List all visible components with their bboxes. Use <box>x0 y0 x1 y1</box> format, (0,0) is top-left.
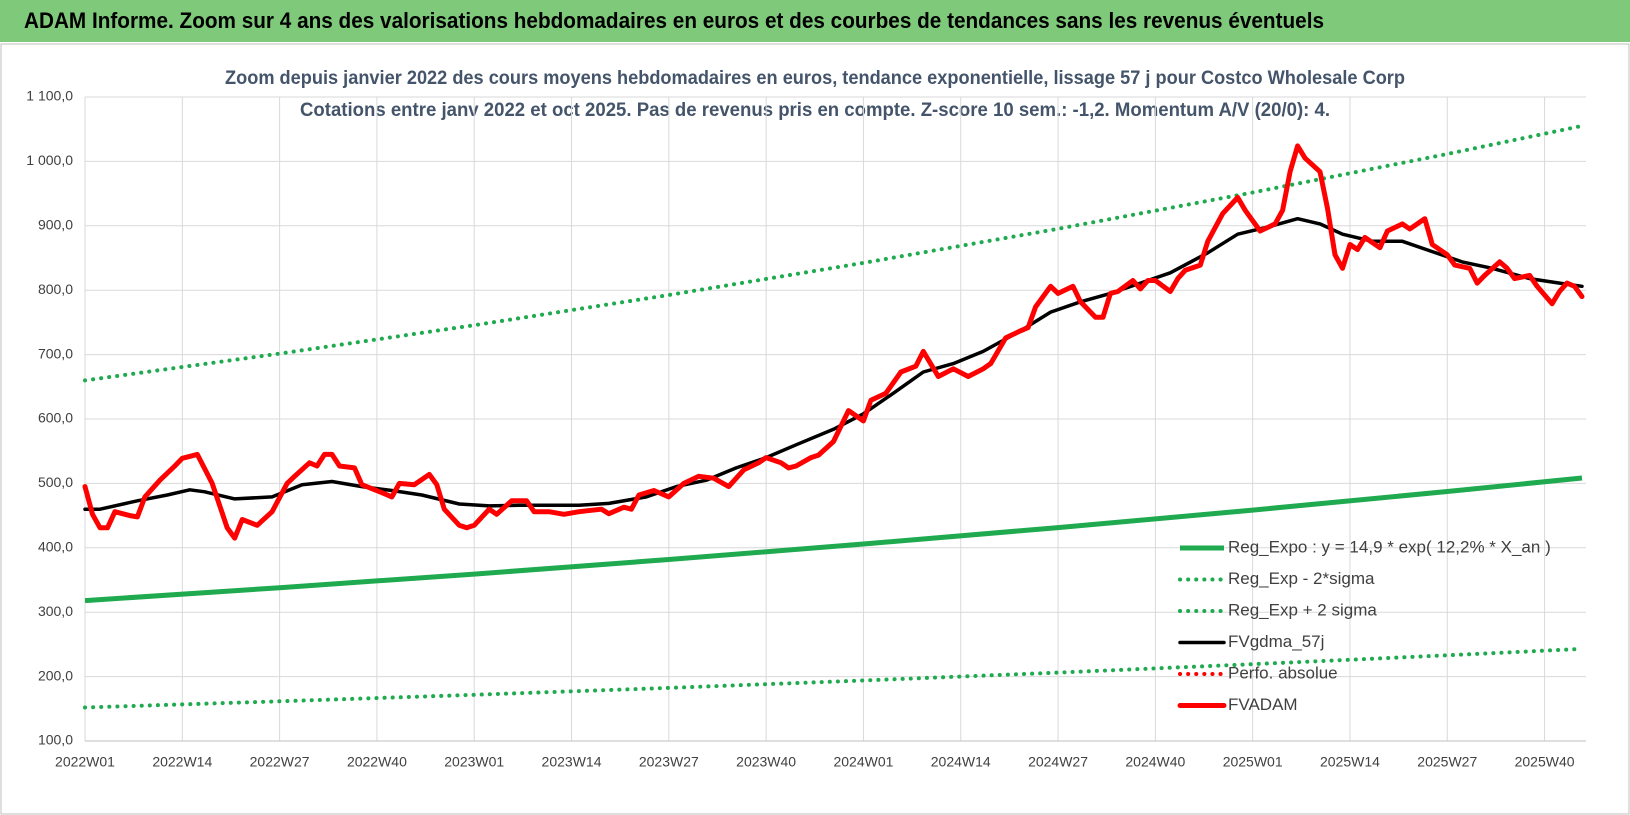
x-tick-label: 2024W01 <box>833 754 893 770</box>
legend-label: Reg_Exp + 2 sigma <box>1228 600 1377 619</box>
header-bar <box>0 0 1630 42</box>
chart-border <box>0 43 1630 815</box>
legend-label: Perfo. absolue <box>1228 663 1338 682</box>
series-line <box>84 475 1583 604</box>
header-title: ADAM Informe. Zoom sur 4 ans des valoris… <box>24 8 1324 33</box>
chart-subtitle: Cotations entre janv 2022 et oct 2025. P… <box>300 100 1330 121</box>
x-tick-label: 2024W40 <box>1125 754 1185 770</box>
x-tick-label: 2025W01 <box>1223 754 1283 770</box>
series-line <box>83 646 1584 710</box>
legend-label: Reg_Exp - 2*sigma <box>1228 569 1375 588</box>
x-tick-label: 2022W01 <box>55 754 115 770</box>
y-tick-label: 100,0 <box>38 732 73 748</box>
y-tick-label: 300,0 <box>38 603 73 619</box>
y-tick-label: 800,0 <box>38 281 73 297</box>
x-tick-label: 2022W27 <box>250 754 310 770</box>
x-tick-label: 2023W40 <box>736 754 796 770</box>
x-tick-label: 2025W14 <box>1320 754 1380 770</box>
y-tick-label: 200,0 <box>38 667 73 683</box>
plot <box>82 123 1585 710</box>
y-tick-label: 400,0 <box>38 539 73 555</box>
x-tick-label: 2025W40 <box>1515 754 1575 770</box>
x-tick-label: 2022W14 <box>152 754 212 770</box>
legend-label: Reg_Expo : y = 14,9 * exp( 12,2% * X_an … <box>1228 537 1551 556</box>
x-tick-label: 2023W01 <box>444 754 504 770</box>
x-tick-label: 2024W27 <box>1028 754 1088 770</box>
chart-title: Zoom depuis janvier 2022 des cours moyen… <box>225 68 1405 89</box>
grid: 100,0 200,0 300,0 400,0 500,0 600,0 700,0 800,0… <box>26 88 1586 770</box>
series-line <box>82 143 1585 541</box>
x-tick-label: 2023W14 <box>542 754 602 770</box>
x-tick-label: 2025W27 <box>1417 754 1477 770</box>
y-tick-label: 1 100,0 <box>26 88 73 104</box>
y-tick-label: 600,0 <box>38 410 73 426</box>
series-line <box>83 123 1584 383</box>
y-tick-label: 500,0 <box>38 474 73 490</box>
x-tick-label: 2022W40 <box>347 754 407 770</box>
legend-label: FVADAM <box>1228 695 1298 714</box>
x-tick-label: 2024W14 <box>931 754 991 770</box>
series-line <box>83 216 1584 511</box>
legend-label: FVgdma_57j <box>1228 632 1324 651</box>
legend: Reg_Expo : y = 14,9 * exp( 12,2% * X_an … <box>1177 537 1551 714</box>
y-tick-label: 900,0 <box>38 217 73 233</box>
x-tick-label: 2023W27 <box>639 754 699 770</box>
y-tick-label: 700,0 <box>38 345 73 361</box>
y-tick-label: 1 000,0 <box>26 152 73 168</box>
